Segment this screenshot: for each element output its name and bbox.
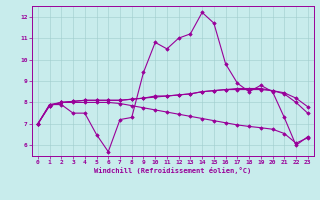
X-axis label: Windchill (Refroidissement éolien,°C): Windchill (Refroidissement éolien,°C) bbox=[94, 167, 252, 174]
